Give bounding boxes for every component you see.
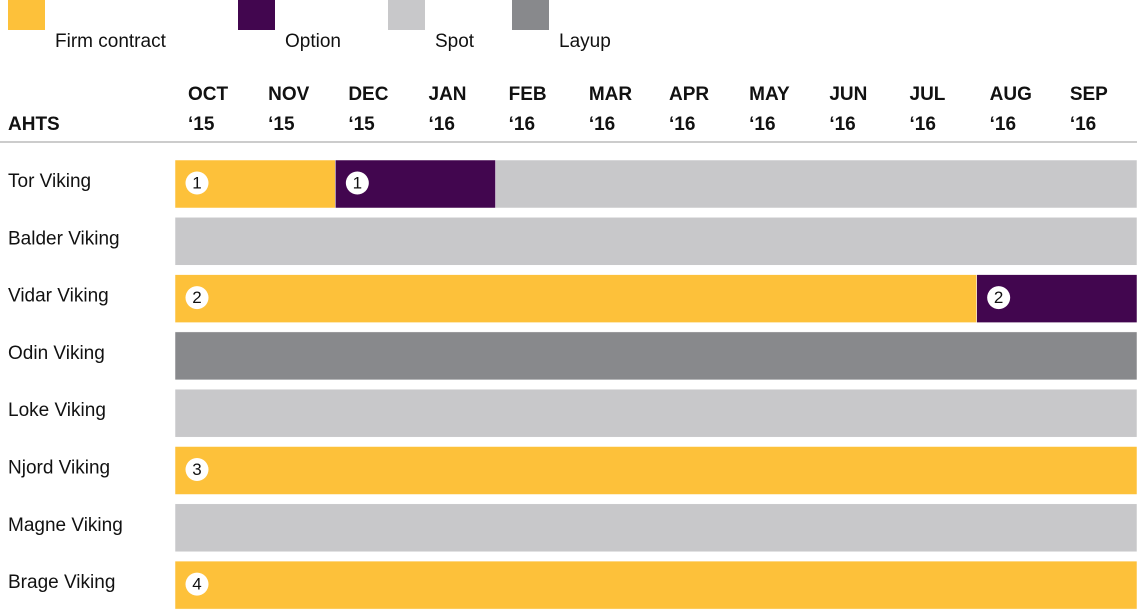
x-tick-label: ‘16: [990, 114, 1016, 135]
x-tick-label: ‘16: [509, 114, 535, 135]
legend-swatch: [238, 0, 275, 30]
x-tick-label: ‘16: [1070, 114, 1096, 135]
legend-label: Option: [285, 31, 341, 52]
x-tick-label: OCT: [188, 84, 229, 105]
y-axis-label: AHTS: [8, 114, 60, 135]
segment-badge: [185, 458, 209, 481]
x-tick-label: SEP: [1070, 84, 1108, 105]
legend-swatch: [512, 0, 549, 30]
x-tick-label: ‘15: [188, 114, 215, 135]
segment-badge-label: 4: [192, 575, 201, 594]
legend-label: Layup: [559, 31, 611, 52]
segment: [174, 217, 1137, 266]
x-tick-label: APR: [669, 84, 709, 105]
segment-badge: [185, 171, 209, 195]
x-tick-label: JAN: [429, 84, 467, 105]
x-tick-label: NOV: [268, 84, 310, 105]
segment-badge-label: 1: [353, 173, 362, 192]
x-tick-label: ‘16: [669, 114, 695, 135]
segment: [174, 331, 1137, 381]
segment-badge-label: 3: [192, 460, 201, 479]
x-tick-label: MAY: [749, 84, 790, 105]
x-tick-label: DEC: [348, 84, 388, 105]
x-tick-label: ‘16: [749, 114, 775, 135]
segment-badge: [345, 171, 369, 195]
x-tick-label: ‘16: [429, 114, 455, 135]
x-tick-label: AUG: [990, 84, 1032, 105]
row-label: Balder Viking: [8, 228, 120, 249]
segment-badge-label: 2: [994, 288, 1003, 307]
x-tick-label: FEB: [509, 84, 547, 105]
segment-badge: [185, 572, 209, 596]
row-label: Njord Viking: [8, 458, 110, 479]
x-tick-label: ‘15: [268, 114, 295, 135]
x-tick-label: ‘16: [589, 114, 615, 135]
x-tick-label: ‘16: [829, 114, 855, 135]
legend-swatch: [8, 0, 45, 30]
x-tick-label: JUL: [910, 84, 946, 105]
segment-badge-label: 2: [192, 288, 201, 307]
x-tick-label: ‘15: [348, 114, 375, 135]
row-label: Vidar Viking: [8, 286, 109, 307]
segment: [174, 388, 1137, 438]
x-tick-label: JUN: [829, 84, 867, 105]
row-label: Loke Viking: [8, 400, 106, 421]
segment-badge: [185, 286, 209, 310]
segment: [495, 159, 1137, 209]
segment: [335, 159, 496, 209]
legend-label: Firm contract: [55, 31, 167, 52]
segment: [174, 446, 1137, 495]
segment-badge: [987, 286, 1011, 310]
x-tick-label: ‘16: [910, 114, 936, 135]
segment: [174, 560, 1137, 610]
x-tick-label: MAR: [589, 84, 633, 105]
legend-label: Spot: [435, 31, 475, 52]
row-label: Tor Viking: [8, 171, 91, 192]
row-label: Brage Viking: [8, 572, 115, 593]
legend-swatch: [388, 0, 425, 30]
segment: [174, 274, 977, 323]
segment-badge-label: 1: [192, 173, 201, 192]
row-label: Odin Viking: [8, 343, 105, 364]
row-label: Magne Viking: [8, 515, 123, 536]
segment: [174, 503, 1137, 553]
